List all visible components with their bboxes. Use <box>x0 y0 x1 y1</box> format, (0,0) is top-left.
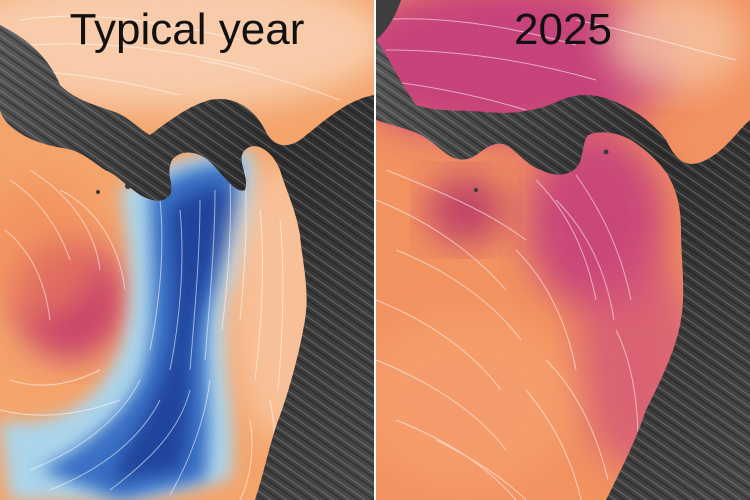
open-ocean-area <box>376 310 576 490</box>
panel-title-typical-year: Typical year <box>69 5 305 54</box>
panel-title-2025: 2025 <box>514 5 612 54</box>
year-2025-map <box>376 0 750 500</box>
panel-divider <box>374 0 376 500</box>
land-mass <box>376 0 750 500</box>
warm-water-patch <box>426 175 506 245</box>
typical-year-map-panel: Typical year <box>0 0 374 500</box>
warm-water-area <box>0 180 100 320</box>
land-mass <box>0 25 374 500</box>
typical-year-map <box>0 0 374 500</box>
pale-water-area <box>606 0 746 90</box>
wind-streamlines <box>376 18 737 500</box>
year-2025-map-panel: 2025 <box>376 0 750 500</box>
